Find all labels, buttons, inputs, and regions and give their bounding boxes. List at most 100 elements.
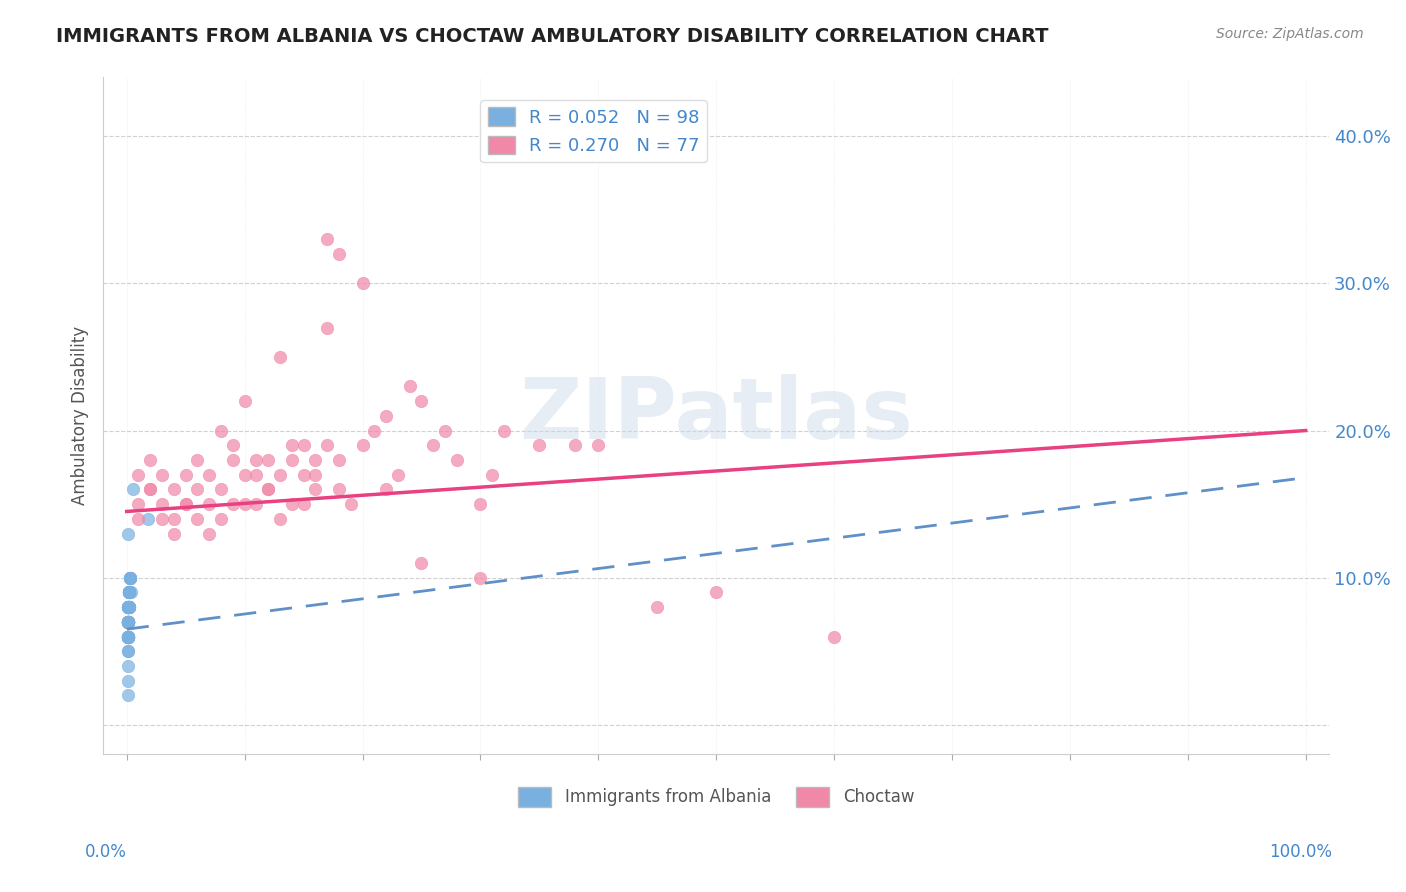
Point: [269, 512, 291, 526]
Point: [118, 600, 141, 615]
Point: [117, 600, 139, 615]
Point: [117, 630, 139, 644]
Point: [198, 526, 221, 541]
Point: [198, 467, 221, 482]
Point: [118, 600, 141, 615]
Point: [120, 571, 142, 585]
Point: [150, 512, 173, 526]
Point: [257, 453, 280, 467]
Point: [245, 497, 267, 511]
Point: [375, 409, 398, 423]
Point: [117, 630, 139, 644]
Point: [363, 424, 385, 438]
Point: [117, 630, 139, 644]
Text: Source: ZipAtlas.com: Source: ZipAtlas.com: [1216, 27, 1364, 41]
Point: [118, 585, 141, 599]
Point: [292, 467, 315, 482]
Point: [117, 630, 139, 644]
Point: [117, 615, 139, 629]
Point: [174, 467, 197, 482]
Point: [304, 453, 326, 467]
Point: [118, 600, 141, 615]
Text: ZIPatlas: ZIPatlas: [519, 375, 912, 458]
Point: [117, 630, 139, 644]
Point: [118, 585, 141, 599]
Point: [117, 600, 139, 615]
Point: [117, 615, 139, 629]
Point: [117, 630, 139, 644]
Point: [117, 526, 139, 541]
Point: [481, 467, 503, 482]
Point: [222, 453, 245, 467]
Point: [136, 512, 159, 526]
Point: [233, 467, 256, 482]
Point: [304, 467, 326, 482]
Point: [120, 571, 142, 585]
Point: [118, 585, 141, 599]
Point: [117, 615, 139, 629]
Text: 100.0%: 100.0%: [1270, 843, 1331, 861]
Point: [398, 379, 420, 393]
Point: [118, 585, 141, 599]
Point: [316, 232, 339, 246]
Point: [209, 483, 232, 497]
Point: [117, 615, 139, 629]
Point: [281, 497, 304, 511]
Point: [117, 689, 139, 703]
Text: IMMIGRANTS FROM ALBANIA VS CHOCTAW AMBULATORY DISABILITY CORRELATION CHART: IMMIGRANTS FROM ALBANIA VS CHOCTAW AMBUL…: [56, 27, 1049, 45]
Point: [257, 483, 280, 497]
Point: [117, 615, 139, 629]
Point: [222, 438, 245, 452]
Point: [117, 644, 139, 658]
Point: [588, 438, 610, 452]
Point: [269, 350, 291, 364]
Point: [117, 630, 139, 644]
Point: [163, 526, 186, 541]
Point: [118, 585, 141, 599]
Point: [117, 630, 139, 644]
Point: [120, 571, 142, 585]
Point: [117, 659, 139, 673]
Point: [120, 585, 142, 599]
Point: [117, 615, 139, 629]
Point: [117, 600, 139, 615]
Point: [352, 277, 374, 291]
Point: [117, 615, 139, 629]
Point: [422, 438, 444, 452]
Point: [120, 571, 142, 585]
Point: [117, 600, 139, 615]
Point: [470, 571, 492, 585]
Point: [139, 483, 162, 497]
Point: [117, 673, 139, 688]
Point: [470, 497, 492, 511]
Point: [121, 483, 143, 497]
Point: [120, 571, 142, 585]
Point: [117, 600, 139, 615]
Y-axis label: Ambulatory Disability: Ambulatory Disability: [72, 326, 89, 506]
Point: [118, 585, 141, 599]
Point: [118, 585, 141, 599]
Point: [269, 467, 291, 482]
Point: [823, 630, 845, 644]
Point: [117, 615, 139, 629]
Point: [150, 467, 173, 482]
Point: [411, 556, 433, 570]
Point: [117, 615, 139, 629]
Point: [118, 585, 141, 599]
Point: [233, 497, 256, 511]
Point: [117, 630, 139, 644]
Point: [375, 483, 398, 497]
Point: [117, 615, 139, 629]
Point: [174, 497, 197, 511]
Point: [117, 615, 139, 629]
Point: [117, 615, 139, 629]
Point: [209, 424, 232, 438]
Point: [245, 467, 267, 482]
Point: [118, 600, 141, 615]
Point: [117, 615, 139, 629]
Point: [387, 467, 409, 482]
Point: [117, 615, 139, 629]
Point: [118, 600, 141, 615]
Point: [117, 630, 139, 644]
Point: [163, 483, 186, 497]
